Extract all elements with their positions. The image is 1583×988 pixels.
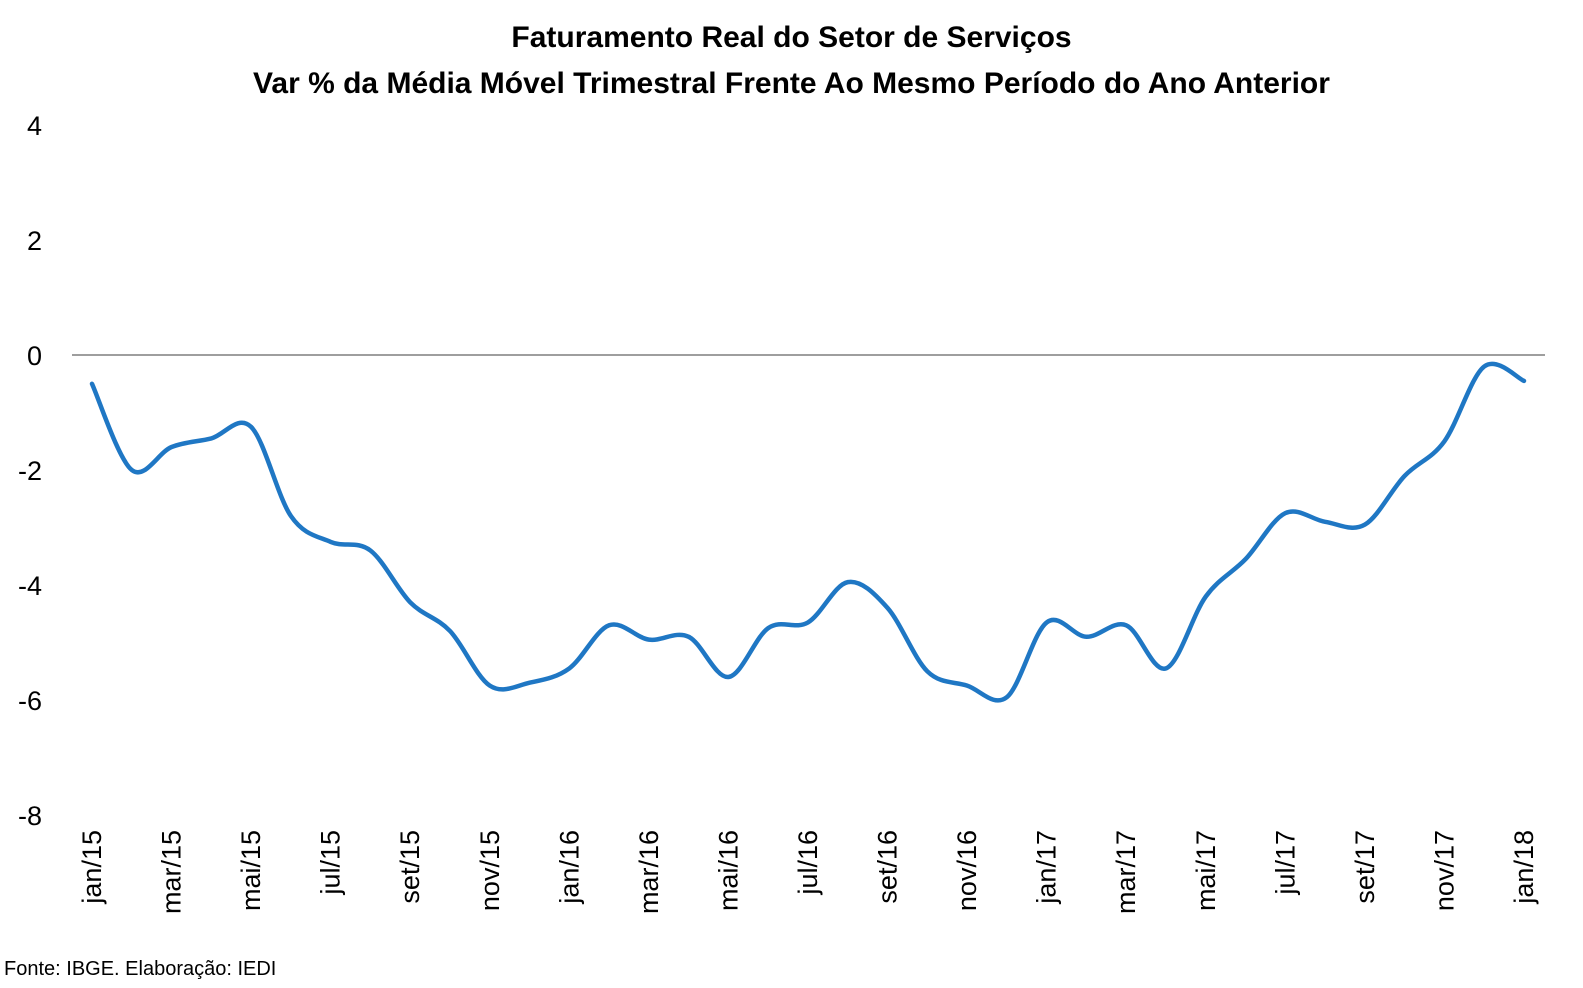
- data-point: [1442, 439, 1446, 443]
- data-point: [766, 626, 770, 630]
- data-point: [209, 436, 213, 440]
- x-tick-label: jul/16: [793, 830, 823, 896]
- y-tick-label: 4: [27, 111, 42, 141]
- x-tick-label: nov/15: [475, 830, 505, 911]
- data-point: [170, 445, 174, 449]
- data-point: [806, 620, 810, 624]
- source-note: Fonte: IBGE. Elaboração: IEDI: [4, 958, 277, 980]
- data-point: [886, 606, 890, 610]
- data-point: [1482, 365, 1486, 369]
- x-tick-label: mai/15: [236, 830, 266, 911]
- data-point: [1244, 557, 1248, 561]
- data-point: [965, 684, 969, 688]
- y-tick-label: 0: [27, 341, 42, 371]
- data-point: [289, 514, 293, 518]
- data-point: [846, 580, 850, 584]
- chart-title: Faturamento Real do Setor de Serviços: [511, 21, 1072, 54]
- chart-subtitle: Var % da Média Móvel Trimestral Frente A…: [253, 67, 1330, 100]
- data-point: [1403, 474, 1407, 478]
- y-tick-label: 2: [27, 226, 42, 256]
- y-axis: 4 2 0 -2 -4 -6 -8: [18, 111, 42, 831]
- data-point: [90, 382, 94, 386]
- data-point: [726, 675, 730, 679]
- x-tick-label: set/16: [873, 830, 903, 904]
- data-point: [607, 623, 611, 627]
- data-point: [1164, 666, 1168, 670]
- x-tick-label: jul/15: [316, 830, 346, 896]
- data-point: [687, 635, 691, 639]
- x-tick-label: jan/18: [1509, 830, 1539, 905]
- data-point: [1124, 623, 1128, 627]
- data-point: [1363, 523, 1367, 527]
- data-point: [528, 681, 532, 685]
- x-tick-label: jul/17: [1270, 830, 1300, 896]
- data-point: [1045, 620, 1049, 624]
- y-tick-label: -6: [18, 686, 42, 716]
- x-tick-label: mar/15: [157, 830, 187, 914]
- data-point: [329, 540, 333, 544]
- data-point: [408, 600, 412, 604]
- data-point: [1522, 379, 1526, 383]
- x-tick-label: nov/17: [1429, 830, 1459, 911]
- x-tick-label: mai/17: [1191, 830, 1221, 911]
- x-tick-label: nov/16: [952, 830, 982, 911]
- data-point: [647, 638, 651, 642]
- y-tick-label: -8: [18, 801, 42, 831]
- series-line: [89, 361, 1527, 703]
- data-point: [1204, 595, 1208, 599]
- x-tick-label: jan/16: [554, 830, 584, 905]
- data-point: [130, 468, 134, 472]
- x-tick-label: jan/15: [77, 830, 107, 905]
- data-point: [448, 629, 452, 633]
- x-tick-label: set/15: [395, 830, 425, 904]
- x-tick-label: mar/17: [1111, 830, 1141, 914]
- data-point: [1323, 520, 1327, 524]
- x-tick-label: mai/16: [713, 830, 743, 911]
- data-point: [1283, 511, 1287, 515]
- x-axis: jan/15 mar/15 mai/15 jul/15 set/15 nov/15 jan/…: [77, 830, 1539, 914]
- y-tick-label: -2: [18, 456, 42, 486]
- data-point: [488, 684, 492, 688]
- data-point: [925, 669, 929, 673]
- data-point: [567, 666, 571, 670]
- x-tick-label: jan/17: [1032, 830, 1062, 905]
- y-tick-label: -4: [18, 571, 42, 601]
- series-group: [89, 361, 1527, 703]
- data-point: [1084, 635, 1088, 639]
- data-point: [249, 425, 253, 429]
- data-point: [368, 549, 372, 553]
- x-tick-label: mar/16: [634, 830, 664, 914]
- data-point: [1005, 695, 1009, 699]
- x-tick-label: set/17: [1350, 830, 1380, 904]
